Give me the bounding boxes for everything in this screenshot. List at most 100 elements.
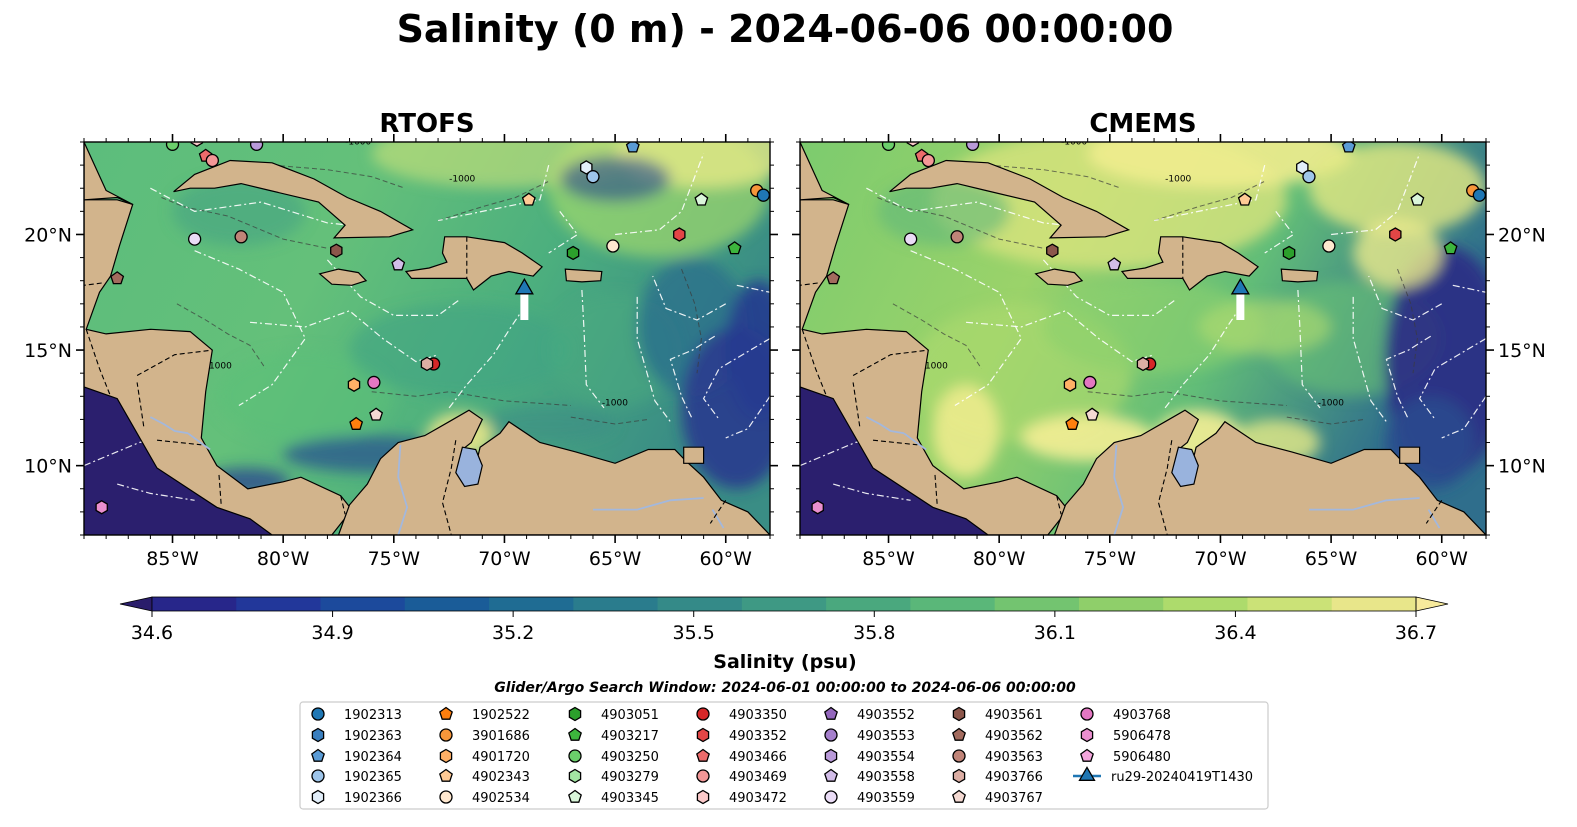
legend-label: 4903345	[601, 791, 659, 806]
legend-marker	[311, 748, 325, 762]
legend-marker	[952, 727, 966, 741]
legend-label: 3901686	[472, 729, 530, 744]
colorbar-segment	[152, 597, 237, 611]
float-marker	[367, 375, 381, 390]
legend-marker	[824, 790, 838, 804]
float-marker	[625, 142, 640, 153]
eez-boundary	[1368, 275, 1442, 321]
float-marker	[1237, 192, 1252, 206]
panel-cmems: -1000 -1000 -1000 -1000 85°W 80°W 75°W 70°W 65°W…	[792, 109, 1546, 570]
legend-label: 1902522	[472, 708, 530, 723]
colorbar-tick-label: 35.8	[853, 622, 895, 644]
legend-marker	[568, 768, 582, 784]
bathymetry-label: -1000	[449, 174, 475, 184]
float-marker	[673, 227, 686, 242]
eez-boundary	[833, 483, 911, 501]
land-hispaniola	[404, 236, 544, 291]
legend-label: 1902366	[344, 791, 402, 806]
legend-label: 4903469	[729, 770, 787, 785]
country-border	[1157, 440, 1173, 535]
figure-title: Salinity (0 m) - 2024-06-06 00:00:00	[397, 7, 1174, 51]
legend-marker	[568, 789, 582, 803]
river	[1427, 509, 1441, 529]
float-marker	[249, 142, 264, 151]
country-border	[340, 495, 346, 515]
map-body: -1000 -1000 -1000 -1000	[800, 142, 1486, 535]
bathymetry-label: -1000	[206, 362, 232, 372]
float-marker	[586, 170, 600, 184]
lat-tick-label: 15°N	[24, 340, 72, 362]
search-window-text: Glider/Argo Search Window: 2024-06-01 00…	[494, 680, 1076, 696]
legend-marker	[311, 727, 325, 743]
lon-tick-label: 85°W	[146, 548, 199, 570]
legend-marker	[311, 707, 325, 721]
float-marker	[1282, 245, 1296, 261]
bathymetry-contour	[570, 416, 649, 425]
eez-boundary	[448, 303, 528, 409]
salinity-patch	[1386, 396, 1475, 489]
river	[903, 432, 927, 451]
country-border	[218, 474, 222, 505]
colorbar-segment	[741, 597, 827, 611]
river	[1113, 444, 1125, 535]
legend-label: 4903767	[985, 791, 1043, 806]
legend-marker	[439, 706, 453, 720]
eez-boundary	[652, 275, 726, 321]
float-marker	[727, 241, 742, 255]
eez-boundary	[866, 187, 1110, 231]
eez-boundary	[910, 250, 1022, 407]
colorbar-tick-label: 35.5	[673, 622, 715, 644]
bathymetry-contour	[988, 164, 1122, 189]
pacific-water	[84, 387, 273, 535]
panel-title: CMEMS	[1089, 109, 1196, 139]
glider-marker	[1230, 277, 1250, 295]
salinity-patch	[877, 176, 1011, 247]
float-marker	[756, 188, 770, 202]
float-marker	[165, 142, 180, 151]
lake-maracaibo	[455, 446, 483, 488]
bathymetry-contour	[1087, 391, 1287, 406]
land-trinidad	[1399, 446, 1421, 464]
land-yucatan-top	[800, 142, 849, 205]
colorbar-segment	[826, 597, 911, 611]
bathymetry-contour	[1153, 180, 1265, 222]
eez-boundary	[669, 335, 716, 420]
eez-boundary	[725, 395, 770, 439]
salinity-patch	[1353, 218, 1442, 288]
legend-label: 4903561	[985, 708, 1043, 723]
salinity-patch	[1043, 280, 1265, 374]
salinity-patch	[172, 176, 306, 247]
bathymetry-contour	[371, 391, 571, 406]
land-puerto-rico	[564, 268, 603, 283]
float-marker	[903, 232, 918, 246]
legend-label: 4903768	[1113, 708, 1171, 723]
float-marker	[1302, 170, 1316, 184]
legend-marker	[1080, 707, 1094, 721]
glider-marker	[514, 277, 534, 295]
legend-label: 4903559	[857, 791, 915, 806]
map-body: -1000 -1000 -1000 -1000	[84, 142, 770, 535]
legend-marker	[952, 789, 966, 803]
colorbar-segment	[994, 597, 1080, 611]
float-marker	[1443, 241, 1458, 255]
legend-marker	[696, 748, 710, 762]
legend-label: 4902534	[472, 791, 530, 806]
colorbar-extend-high	[1415, 596, 1449, 612]
legend-marker	[1078, 766, 1096, 781]
country-border	[852, 349, 929, 376]
float-marker	[205, 153, 219, 168]
float-marker	[1065, 416, 1080, 430]
legend-marker	[824, 728, 838, 742]
lon-tick-label: 75°W	[368, 548, 421, 570]
float-marker	[187, 232, 202, 246]
lat-tick-label: 15°N	[1498, 340, 1546, 362]
eez-boundary	[194, 250, 306, 407]
salinity-patch	[559, 155, 671, 203]
country-border	[136, 349, 213, 376]
legend-marker	[696, 727, 710, 743]
float-marker	[826, 271, 841, 285]
eez-boundary	[1153, 164, 1266, 222]
country-border	[1056, 495, 1062, 515]
legend: 1902313 1902363 1902364 1902365 1902366 19025…	[299, 701, 1269, 810]
colorbar-tick-label: 34.6	[131, 622, 173, 644]
